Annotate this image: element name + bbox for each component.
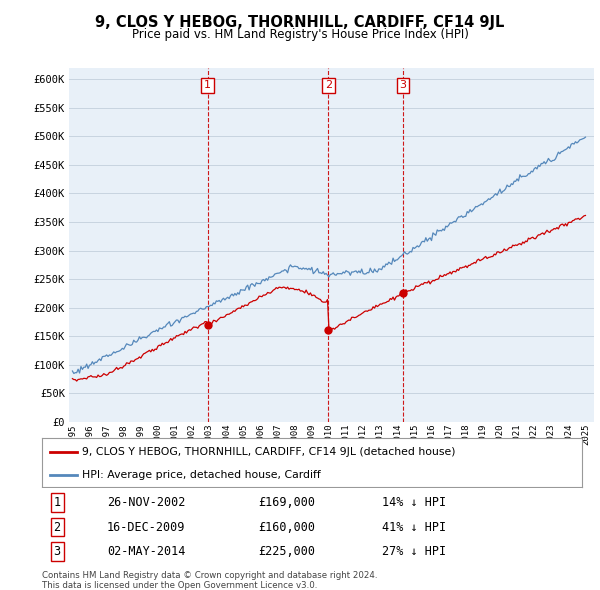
Text: 1: 1	[204, 80, 211, 90]
Text: £225,000: £225,000	[258, 545, 315, 558]
Text: 02-MAY-2014: 02-MAY-2014	[107, 545, 185, 558]
Text: 16-DEC-2009: 16-DEC-2009	[107, 520, 185, 533]
Text: This data is licensed under the Open Government Licence v3.0.: This data is licensed under the Open Gov…	[42, 581, 317, 589]
Text: Contains HM Land Registry data © Crown copyright and database right 2024.: Contains HM Land Registry data © Crown c…	[42, 571, 377, 579]
Text: 26-NOV-2002: 26-NOV-2002	[107, 496, 185, 509]
Text: £169,000: £169,000	[258, 496, 315, 509]
Text: 27% ↓ HPI: 27% ↓ HPI	[382, 545, 446, 558]
Text: 3: 3	[53, 545, 61, 558]
Text: 14% ↓ HPI: 14% ↓ HPI	[382, 496, 446, 509]
Text: 2: 2	[325, 80, 332, 90]
Text: 3: 3	[400, 80, 407, 90]
Text: 41% ↓ HPI: 41% ↓ HPI	[382, 520, 446, 533]
Text: 2: 2	[53, 520, 61, 533]
Text: 9, CLOS Y HEBOG, THORNHILL, CARDIFF, CF14 9JL: 9, CLOS Y HEBOG, THORNHILL, CARDIFF, CF1…	[95, 15, 505, 30]
Text: 1: 1	[53, 496, 61, 509]
Text: 9, CLOS Y HEBOG, THORNHILL, CARDIFF, CF14 9JL (detached house): 9, CLOS Y HEBOG, THORNHILL, CARDIFF, CF1…	[83, 447, 456, 457]
Text: HPI: Average price, detached house, Cardiff: HPI: Average price, detached house, Card…	[83, 470, 321, 480]
Text: £160,000: £160,000	[258, 520, 315, 533]
Text: Price paid vs. HM Land Registry's House Price Index (HPI): Price paid vs. HM Land Registry's House …	[131, 28, 469, 41]
